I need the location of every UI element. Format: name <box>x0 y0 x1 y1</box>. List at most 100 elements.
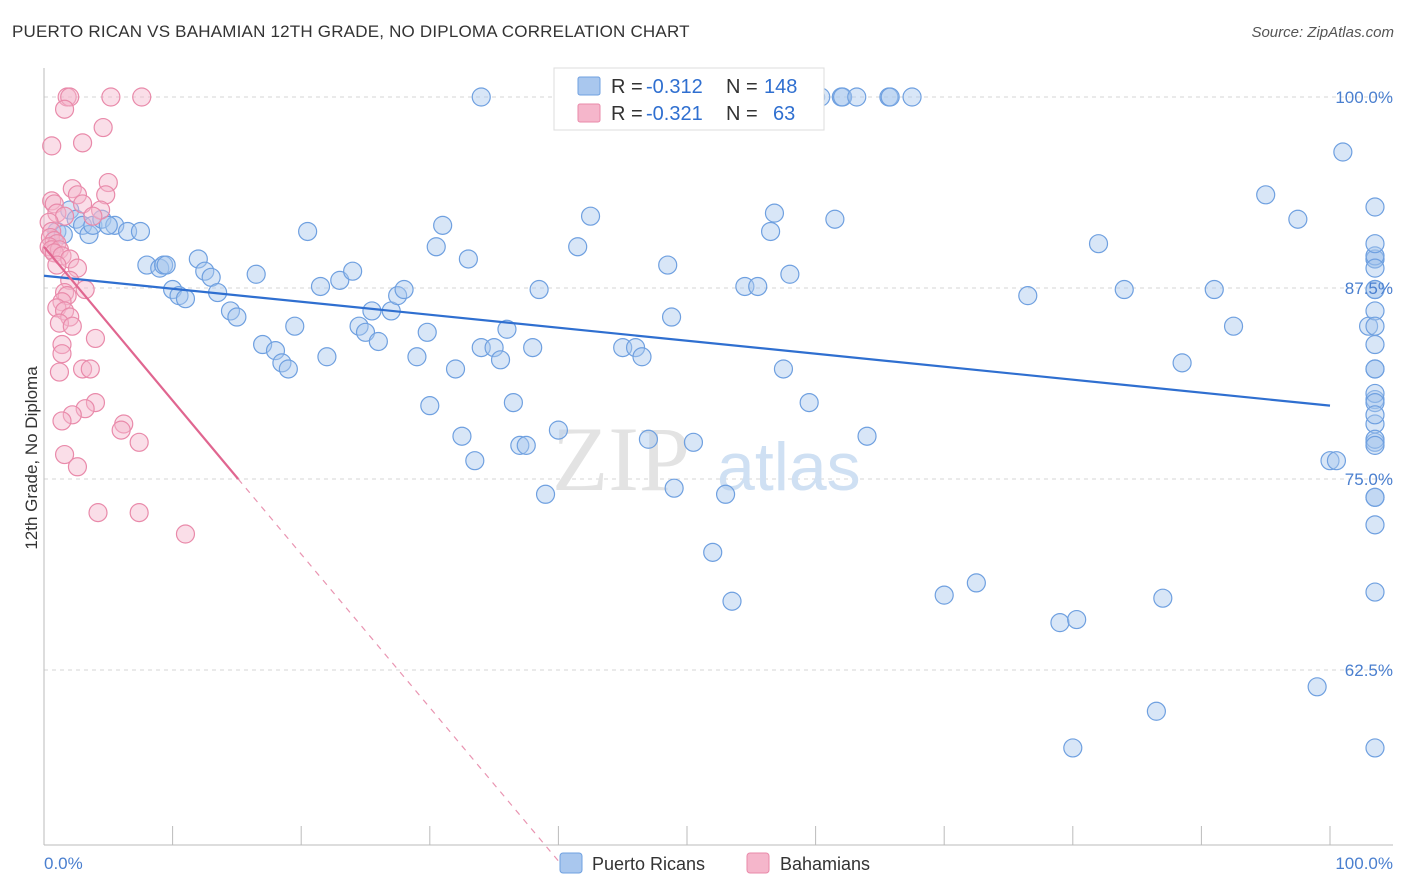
point-puerto-ricans-68 <box>516 435 536 455</box>
point-bahamians-58 <box>129 503 149 523</box>
point-puerto-ricans-28 <box>175 289 196 309</box>
point-puerto-ricans-61 <box>465 451 485 471</box>
point-puerto-ricans-66 <box>503 393 523 413</box>
bottom-legend-swatch-puerto-ricans <box>559 852 583 874</box>
point-puerto-ricans-107 <box>1223 316 1244 336</box>
point-puerto-ricans-93 <box>825 209 845 229</box>
point-puerto-ricans-85 <box>722 591 742 611</box>
point-bahamians-9 <box>62 179 82 199</box>
point-puerto-ricans-70 <box>529 279 549 300</box>
point-puerto-ricans-6 <box>847 87 867 107</box>
point-bahamians-48 <box>85 393 106 413</box>
legend-r-value-1: -0.312 <box>646 76 703 98</box>
point-puerto-ricans-88 <box>760 221 781 242</box>
point-puerto-ricans-128 <box>1365 258 1385 278</box>
point-puerto-ricans-110 <box>1307 677 1327 697</box>
y-tick-label-0: 100.0% <box>1335 88 1393 107</box>
point-puerto-ricans-29 <box>188 249 208 269</box>
point-puerto-ricans-34 <box>227 307 247 327</box>
point-puerto-ricans-64 <box>490 350 511 370</box>
point-bahamians-8 <box>98 172 118 193</box>
point-puerto-ricans-59 <box>452 426 472 446</box>
point-bahamians-12 <box>42 191 62 211</box>
legend-r-label-2: R = <box>611 103 643 125</box>
point-puerto-ricans-127 <box>1365 515 1385 535</box>
point-puerto-ricans-65 <box>497 319 517 339</box>
point-puerto-ricans-72 <box>548 420 569 440</box>
point-bahamians-10 <box>67 185 88 205</box>
point-puerto-ricans-43 <box>317 347 337 367</box>
point-puerto-ricans-129 <box>1365 234 1385 254</box>
point-puerto-ricans-45 <box>343 261 363 281</box>
point-bahamians-41 <box>62 316 82 336</box>
trend-lines <box>43 246 1331 862</box>
y-tick-labels: 100.0% 87.5% 75.0% 62.5% <box>1335 88 1393 680</box>
y-tick-label-1: 87.5% <box>1345 279 1393 298</box>
point-puerto-ricans-87 <box>748 276 768 297</box>
point-bahamians-30 <box>47 255 67 275</box>
point-bahamians-18 <box>83 206 103 226</box>
point-puerto-ricans-94 <box>857 426 877 446</box>
point-puerto-ricans-56 <box>426 237 446 257</box>
point-puerto-ricans-20 <box>130 221 151 242</box>
point-puerto-ricans-130 <box>1365 334 1385 355</box>
point-puerto-ricans-5 <box>833 87 853 107</box>
point-puerto-ricans-82 <box>683 432 704 452</box>
point-puerto-ricans-137 <box>1365 405 1385 425</box>
x-tick-label-max: 100.0% <box>1335 854 1393 873</box>
point-bahamians-1 <box>60 87 80 107</box>
point-puerto-ricans-37 <box>265 341 286 361</box>
point-bahamians-5 <box>93 117 113 138</box>
point-puerto-ricans-49 <box>368 331 388 352</box>
point-puerto-ricans-100 <box>1067 609 1087 630</box>
point-bahamians-14 <box>72 194 93 214</box>
point-puerto-ricans-117 <box>1365 197 1385 217</box>
point-puerto-ricans-92 <box>799 393 819 413</box>
point-bahamians-44 <box>52 344 72 364</box>
point-puerto-ricans-113 <box>1333 142 1353 162</box>
bottom-legend-swatch-bahamians <box>746 852 770 874</box>
point-puerto-ricans-105 <box>1172 353 1192 373</box>
point-puerto-ricans-108 <box>1256 185 1276 205</box>
point-bahamians-59 <box>175 524 196 544</box>
point-puerto-ricans-52 <box>394 279 414 300</box>
legend-n-label-1: N = <box>726 76 758 98</box>
point-puerto-ricans-96 <box>966 573 986 593</box>
watermark-atlas: atlas <box>717 429 861 505</box>
y-tick-label-2: 75.0% <box>1345 470 1393 489</box>
point-bahamians-55 <box>54 444 75 465</box>
gridlines <box>44 96 1393 671</box>
point-bahamians-57 <box>88 503 108 523</box>
point-bahamians-53 <box>111 420 131 440</box>
legend-n-value-2: 63 <box>773 103 795 125</box>
point-puerto-ricans-84 <box>715 484 736 504</box>
x-tick-label-min: 0.0% <box>44 854 83 873</box>
point-bahamians-50 <box>62 405 82 425</box>
legend-swatch-puerto-ricans <box>577 76 601 96</box>
point-puerto-ricans-89 <box>764 203 785 223</box>
point-bahamians-38 <box>54 301 75 321</box>
point-puerto-ricans-90 <box>773 359 794 379</box>
point-bahamians-4 <box>54 99 75 119</box>
point-puerto-ricans-40 <box>285 316 305 336</box>
point-puerto-ricans-112 <box>1326 451 1347 471</box>
point-puerto-ricans-57 <box>433 215 453 235</box>
point-puerto-ricans-42 <box>310 276 331 297</box>
point-bahamians-6 <box>72 133 93 153</box>
point-puerto-ricans-111 <box>1320 451 1340 471</box>
point-puerto-ricans-98 <box>1050 613 1070 633</box>
point-puerto-ricans-73 <box>568 237 588 257</box>
point-puerto-ricans-99 <box>1063 738 1083 758</box>
y-axis-label: 12th Grade, No Diploma <box>22 366 41 550</box>
legend-r-label-1: R = <box>611 76 643 98</box>
point-bahamians-2 <box>101 87 121 107</box>
bottom-legend-label-bahamians: Bahamians <box>780 854 870 874</box>
correlation-legend: R = -0.312 N = 148 R = -0.321 N = 63 <box>553 67 825 131</box>
point-puerto-ricans-97 <box>1018 286 1038 306</box>
point-bahamians-15 <box>90 200 111 220</box>
point-puerto-ricans-58 <box>445 359 466 379</box>
point-bahamians-25 <box>42 240 62 260</box>
point-puerto-ricans-25 <box>156 255 176 275</box>
point-bahamians-7 <box>42 136 62 156</box>
point-puerto-ricans-91 <box>780 264 800 284</box>
